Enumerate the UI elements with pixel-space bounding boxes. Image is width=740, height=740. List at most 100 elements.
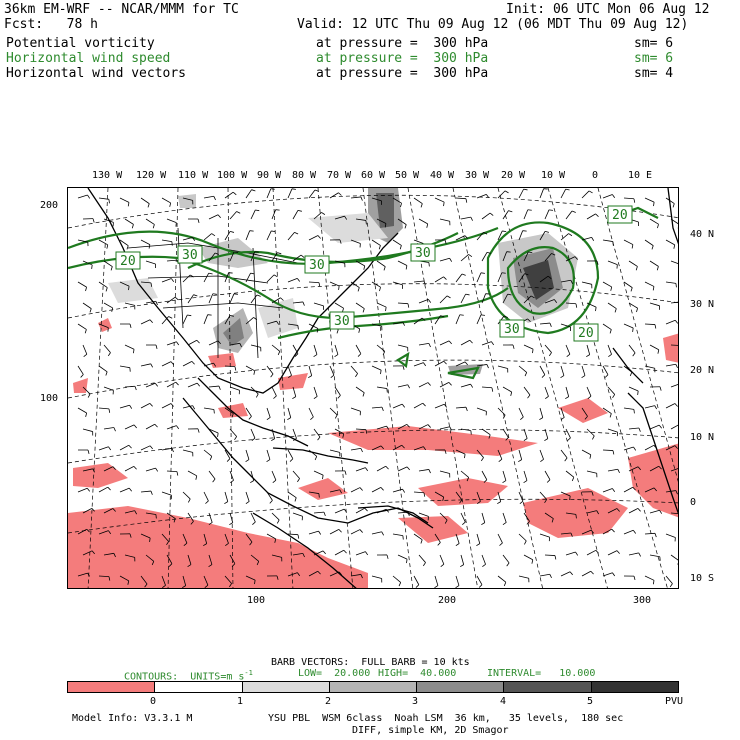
wind-barb-feather [193,294,198,297]
wind-barb-feather [336,329,339,334]
wind-barb [329,407,338,416]
wind-barb-feather [317,436,321,441]
wind-barb-feather [588,190,593,194]
wind-barb [481,470,488,480]
wind-barb-feather [616,550,620,554]
wind-barb [434,197,445,203]
wind-barb [665,281,676,284]
wind-barb-feather [505,437,509,441]
contour-label: 30 [504,322,520,337]
wind-barb-feather [449,426,453,431]
wind-barb-feather [612,394,616,399]
wind-barb-feather [357,287,360,292]
wind-barb [98,575,110,578]
lon-label: 80 W [292,170,317,181]
wind-barb-feather [423,446,427,451]
wind-barb-feather [632,327,634,332]
wind-barb [98,239,108,246]
wind-barb [203,407,214,410]
wind-barb-feather [330,374,335,379]
wind-barb-feather [674,320,678,324]
wind-barb [208,252,216,262]
pv-colorbar [67,681,679,693]
wind-barb-feather [229,314,234,317]
wind-barb-feather [149,537,151,543]
wind-barb-feather [190,521,194,525]
wind-barb [187,339,197,346]
wind-barb [586,386,592,397]
wind-barb [119,444,129,451]
wind-barb-feather [162,585,166,588]
wind-barb [355,302,365,309]
wind-barb [161,403,172,409]
wind-barb-feather [423,280,426,285]
wind-barb [308,491,319,494]
wind-barb-feather [426,223,429,228]
wind-barb [208,512,213,523]
wind-barb [271,554,282,558]
wind-barb [287,365,292,376]
wind-barb-feather [338,285,340,291]
wind-barb-feather [617,469,620,474]
wind-barb-feather [358,328,361,333]
wind-barb [544,209,550,220]
wind-barb [350,407,361,412]
barb-legend: BARB VECTORS: FULL BARB = 10 kts [271,657,470,668]
wind-barb-feather [428,469,431,474]
wind-barb [670,301,678,304]
wind-barb [392,281,403,286]
wind-barb-feather [520,416,524,420]
wind-barb-feather [203,543,207,547]
wind-barb-feather [400,203,402,208]
wind-barb [602,407,612,414]
wind-barb-feather [470,383,474,388]
wind-barb-feather [365,429,368,434]
wind-barb-feather [126,245,129,250]
wind-barb-feather [218,385,221,390]
wind-barb [439,426,450,430]
wind-barb-feather [208,522,213,526]
wind-barb [308,449,317,457]
wind-barb-feather [229,522,233,526]
wind-barb [523,251,529,262]
wind-barb [334,260,345,264]
wind-barb-feather [677,227,678,229]
wind-barb [581,529,592,535]
wind-barb-feather [406,559,408,564]
wind-barb-feather [256,294,261,297]
wind-barb-feather [256,561,260,566]
wind-barb [334,428,344,435]
grid-x-label: 200 [438,595,457,606]
wind-barb-feather [85,412,88,418]
wind-barb-feather [675,364,678,369]
wind-barb [224,365,236,368]
wind-barb-feather [302,553,305,558]
wind-barb [586,344,591,355]
wind-barb [103,386,114,391]
wind-barb [544,554,556,556]
wind-barb-feather [570,532,573,537]
wind-barb [518,273,525,283]
wind-barb [371,239,381,246]
wind-barb-feather [108,576,111,581]
wind-barb [355,260,365,267]
wind-barb [523,344,534,350]
wind-barb-feather [155,301,158,306]
wind-barb-feather [380,445,384,450]
wind-barb-feather [129,323,132,328]
wind-barb-feather [344,215,348,220]
wind-barb [376,508,387,514]
wind-barb-feather [480,457,484,462]
model-title: 36km EM-WRF -- NCAR/MMM for TC [4,2,239,17]
wind-barb-feather [359,529,363,533]
wind-barb [308,281,320,284]
wind-barb [481,341,492,346]
pv-positive-shading [108,188,578,375]
wind-barb [644,532,656,535]
wind-barb-feather [569,495,571,500]
wind-barb [434,575,439,586]
wind-barb [434,533,441,543]
lon-label: 10 W [541,170,566,181]
wind-barb-feather [608,354,612,358]
wind-barb-feather [657,349,660,354]
